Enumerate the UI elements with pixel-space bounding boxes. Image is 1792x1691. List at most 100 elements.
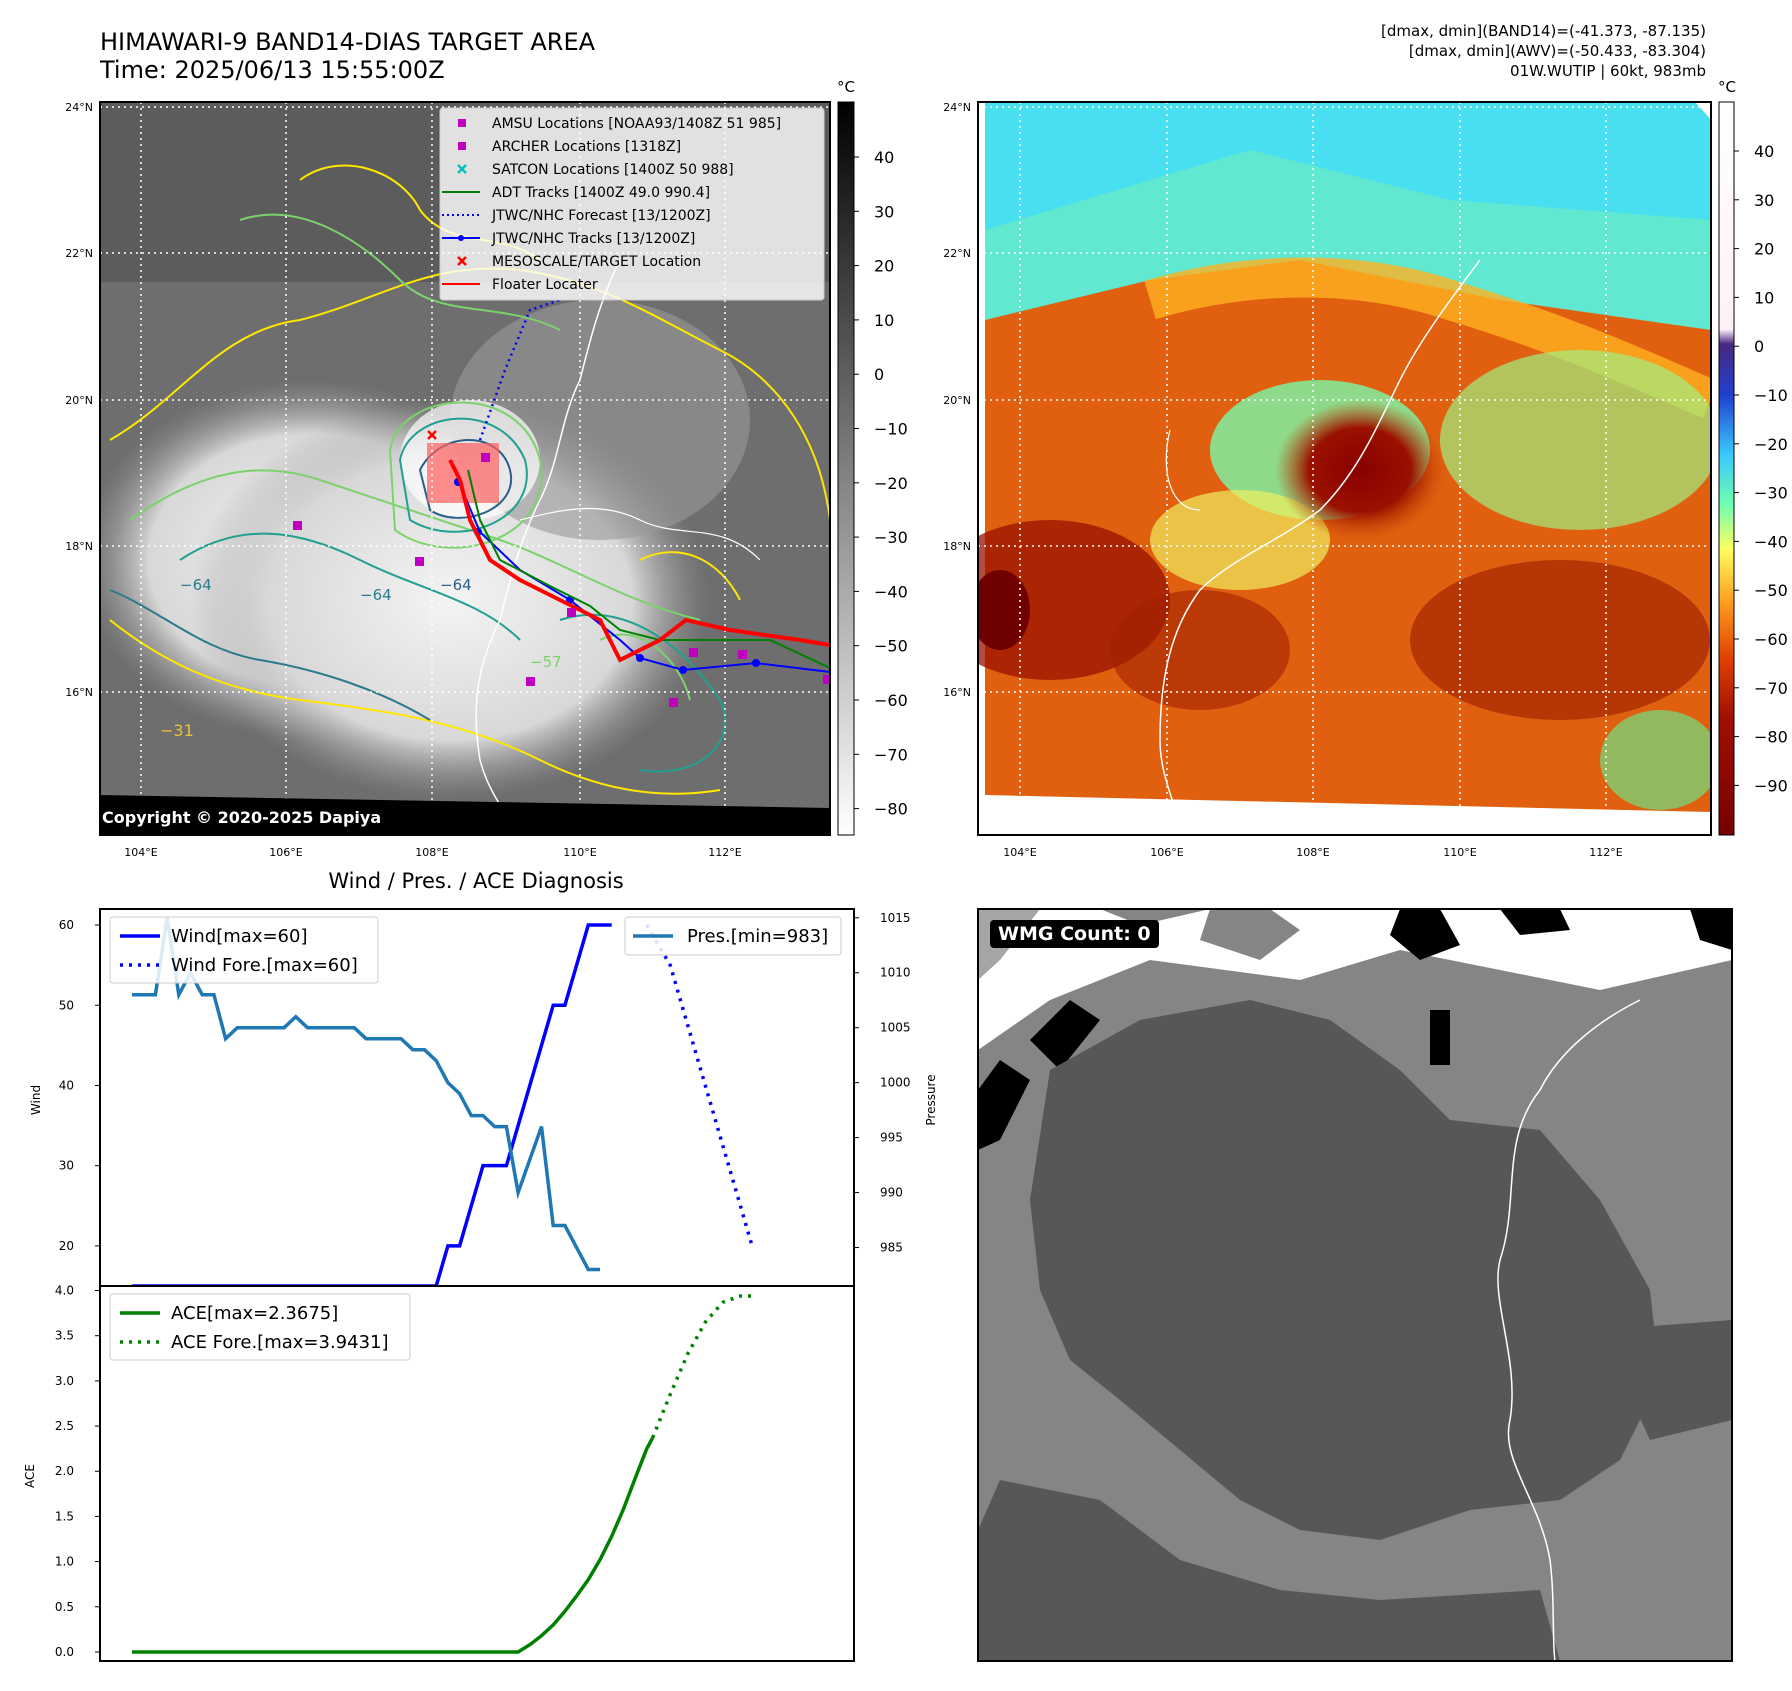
- colorbar-tick-label: 40: [874, 148, 894, 167]
- colorbar-tick-label: 0: [1754, 337, 1764, 356]
- map-axis-ticks: 24°N 24°N 22°N 22°N 20°N 20°N 18°N 18°N 16°N 16°N…: [65, 101, 1623, 859]
- lon-tick-label: 106°E: [1150, 846, 1183, 859]
- pressure-tick-label: 995: [880, 1131, 903, 1145]
- lon-tick-label: 104°E: [124, 846, 157, 859]
- colorbar-tick-label: 0: [874, 365, 884, 384]
- ace-tick-label: 2.5: [55, 1419, 74, 1433]
- ace-tick-label: 0.5: [55, 1600, 74, 1614]
- colorbar-tick-label: 40: [1754, 142, 1774, 161]
- colorbar-tick-label: −60: [1754, 630, 1788, 649]
- lat-tick-label: 18°N: [65, 540, 93, 553]
- colorbar-unit: °C: [837, 78, 855, 96]
- pressure-tick-label: 1015: [880, 911, 911, 925]
- wind-tick-label: 30: [59, 1159, 74, 1173]
- pressure-tick-label: 990: [880, 1186, 903, 1200]
- colorbar-tick-label: −20: [874, 474, 908, 493]
- contour-label: −31: [160, 721, 194, 740]
- wind-pressure-chart: 60 50 40 30 20 1015 1010 1005 1000 995 990 985 Wind…: [29, 908, 938, 1288]
- contour-label: −64: [440, 576, 472, 594]
- lon-tick-label: 106°E: [269, 846, 302, 859]
- series-ace-forecast: [651, 1294, 753, 1439]
- legend-label: AMSU Locations [NOAA93/1408Z 51 985]: [492, 116, 781, 132]
- colorbar-tick-label: −30: [1754, 484, 1788, 503]
- colorbar-tick-label: −10: [874, 420, 908, 439]
- legend-item: JTWC/NHC Forecast [13/1200Z]: [442, 208, 711, 224]
- copyright-text: Copyright © 2020-2025 Dapiya: [102, 808, 382, 827]
- pressure-tick-label: 1005: [880, 1021, 911, 1035]
- lon-tick-label: 110°E: [563, 846, 596, 859]
- wind-tick-label: 50: [59, 998, 74, 1012]
- legend-ace: ACE[max=2.3675]: [171, 1303, 338, 1324]
- colorbar-tick-label: −80: [874, 800, 908, 819]
- legend-ace-forecast: ACE Fore.[max=3.9431]: [171, 1332, 389, 1353]
- ace-tick-label: 1.0: [55, 1555, 74, 1569]
- lat-tick-label: 24°N: [65, 101, 93, 114]
- colorbar-tick-label: −70: [1754, 679, 1788, 698]
- ace-legend: ACE[max=2.3675] ACE Fore.[max=3.9431]: [109, 1293, 411, 1361]
- colorbar-tick-label: −60: [874, 691, 908, 710]
- ace-tick-label: 4.0: [55, 1284, 74, 1298]
- colorbar-tick-label: −30: [874, 528, 908, 547]
- legend-wind: Wind[max=60]: [171, 926, 308, 947]
- colorbar-tick-label: −40: [874, 582, 908, 601]
- pressure-tick-label: 985: [880, 1241, 903, 1255]
- lat-tick-label: 20°N: [65, 394, 93, 407]
- colorbar-tick-label: −50: [874, 637, 908, 656]
- legend-item: SATCON Locations [1400Z 50 988]: [457, 162, 734, 178]
- wind-axis-label: Wind: [29, 1085, 43, 1115]
- legend-marker: [457, 164, 467, 174]
- series-wind-forecast: [645, 924, 754, 1247]
- ace-tick-label: 3.0: [55, 1374, 74, 1388]
- ace-tick-label: 0.0: [55, 1645, 74, 1659]
- legend-label: ADT Tracks [1400Z 49.0 990.4]: [492, 185, 710, 201]
- legend-marker: [458, 119, 466, 127]
- legend-item: MESOSCALE/TARGET Location: [457, 254, 701, 270]
- dmax-awv-text: [dmax, dmin](AWV)=(-50.433, -83.304): [1408, 42, 1706, 60]
- series-pressure: [132, 917, 600, 1272]
- colorbar-tick-label: −20: [1754, 435, 1788, 454]
- lat-tick-label: 20°N: [943, 394, 971, 407]
- lon-tick-label: 108°E: [415, 846, 448, 859]
- colorbar-tick-label: 30: [874, 202, 894, 221]
- lat-tick-label: 18°N: [943, 540, 971, 553]
- colorbar-tick-label: 30: [1754, 191, 1774, 210]
- colorbar-tick-label: 10: [874, 311, 894, 330]
- pressure-legend: Pres.[min=983]: [624, 916, 842, 956]
- storm-info-text: 01W.WUTIP | 60kt, 983mb: [1510, 62, 1706, 80]
- lat-tick-label: 16°N: [943, 686, 971, 699]
- colorbar-tick-label: −50: [1754, 581, 1788, 600]
- contour-label: −64: [180, 576, 212, 594]
- lat-tick-label: 22°N: [943, 247, 971, 260]
- legend-item: JTWC/NHC Tracks [13/1200Z]: [442, 231, 695, 247]
- pressure-tick-label: 1010: [880, 966, 911, 980]
- map-title-line2: Time: 2025/06/13 15:55:00Z: [100, 56, 445, 84]
- legend-item: Floater Locater: [442, 277, 598, 293]
- lon-tick-label: 110°E: [1443, 846, 1476, 859]
- legend-item: AMSU Locations [NOAA93/1408Z 51 985]: [458, 116, 781, 132]
- legend-item: ADT Tracks [1400Z 49.0 990.4]: [442, 185, 710, 201]
- colorbar-tick-label: −70: [874, 745, 908, 764]
- wind-tick-label: 60: [59, 918, 74, 932]
- legend-label: JTWC/NHC Tracks [13/1200Z]: [491, 231, 695, 247]
- right-map-panel: [977, 101, 1712, 836]
- left-colorbar: °C 40 30 20 10 0 −10 −20 −30 −40 −50 −60 −70 −80: [837, 78, 908, 836]
- colorbar-tick-label: 10: [1754, 288, 1774, 307]
- dmax-band14-text: [dmax, dmin](BAND14)=(-41.373, -87.135): [1381, 22, 1706, 40]
- contour-label: −57: [530, 653, 562, 671]
- ace-tick-label: 1.5: [55, 1509, 74, 1523]
- wmg-count-badge: WMG Count: 0: [990, 920, 1159, 948]
- colorbar-unit: °C: [1718, 78, 1736, 96]
- wind-tick-label: 20: [59, 1239, 74, 1253]
- colorbar-tick-label: −80: [1754, 728, 1788, 747]
- left-map-panel: −64 −64 −64 −31 −57 AMSU Locations [NOAA…: [99, 101, 831, 836]
- ace-tick-label: 3.5: [55, 1329, 74, 1343]
- pressure-axis-label: Pressure: [924, 1074, 938, 1125]
- lat-tick-label: 16°N: [65, 686, 93, 699]
- lon-tick-label: 112°E: [708, 846, 741, 859]
- legend-wind-forecast: Wind Fore.[max=60]: [171, 955, 358, 976]
- right-colorbar: °C 40 30 20 10 0 −10 −20 −30 −40 −50 −60 −70 −80 −90: [1718, 78, 1788, 836]
- legend-label: JTWC/NHC Forecast [13/1200Z]: [491, 208, 711, 224]
- legend-pressure: Pres.[min=983]: [687, 926, 828, 947]
- map-title-line1: HIMAWARI-9 BAND14-DIAS TARGET AREA: [100, 28, 596, 56]
